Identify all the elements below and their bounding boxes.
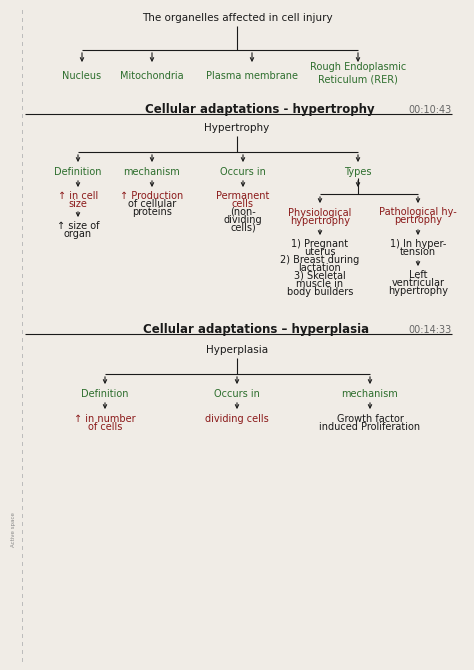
- Text: of cells: of cells: [88, 422, 122, 432]
- Text: pertrophy: pertrophy: [394, 215, 442, 225]
- Text: cells: cells: [232, 199, 254, 209]
- Text: ventricular: ventricular: [392, 278, 445, 288]
- Text: Cellular adaptations - hypertrophy: Cellular adaptations - hypertrophy: [145, 103, 374, 117]
- Text: Definition: Definition: [81, 389, 129, 399]
- Text: Nucleus: Nucleus: [63, 71, 101, 81]
- Text: lactation: lactation: [299, 263, 341, 273]
- Text: Rough Endoplasmic
Reticulum (RER): Rough Endoplasmic Reticulum (RER): [310, 62, 406, 84]
- Text: Cellular adaptations – hyperplasia: Cellular adaptations – hyperplasia: [143, 324, 369, 336]
- Text: Pathological hy-: Pathological hy-: [379, 207, 457, 217]
- Text: tension: tension: [400, 247, 436, 257]
- Text: dividing: dividing: [224, 215, 262, 225]
- Text: ↑ in number: ↑ in number: [74, 414, 136, 424]
- Text: Mitochondria: Mitochondria: [120, 71, 184, 81]
- Text: 00:14:33: 00:14:33: [409, 325, 452, 335]
- Text: Permanent: Permanent: [216, 191, 270, 201]
- Text: The organelles affected in cell injury: The organelles affected in cell injury: [142, 13, 332, 23]
- Text: hypertrophy: hypertrophy: [388, 286, 448, 296]
- Text: 3) Skeletal: 3) Skeletal: [294, 271, 346, 281]
- Text: cells): cells): [230, 223, 256, 233]
- Text: Occurs in: Occurs in: [214, 389, 260, 399]
- Text: size: size: [69, 199, 87, 209]
- Text: Definition: Definition: [54, 167, 102, 177]
- Text: Hyperplasia: Hyperplasia: [206, 345, 268, 355]
- Text: hypertrophy: hypertrophy: [290, 216, 350, 226]
- Text: Active space: Active space: [11, 513, 17, 547]
- Text: induced Proliferation: induced Proliferation: [319, 422, 420, 432]
- Text: Hypertrophy: Hypertrophy: [204, 123, 270, 133]
- Text: muscle in: muscle in: [296, 279, 344, 289]
- Text: ↑ in cell: ↑ in cell: [58, 191, 98, 201]
- Text: ↑ Production: ↑ Production: [120, 191, 183, 201]
- Text: dividing cells: dividing cells: [205, 414, 269, 424]
- Text: mechanism: mechanism: [124, 167, 181, 177]
- Text: (non-: (non-: [230, 207, 256, 217]
- Text: Plasma membrane: Plasma membrane: [206, 71, 298, 81]
- Text: Left: Left: [409, 270, 427, 280]
- Text: of cellular: of cellular: [128, 199, 176, 209]
- Text: mechanism: mechanism: [342, 389, 398, 399]
- Text: body builders: body builders: [287, 287, 353, 297]
- Text: 1) Pregnant: 1) Pregnant: [292, 239, 348, 249]
- Text: Occurs in: Occurs in: [220, 167, 266, 177]
- Text: Physiological: Physiological: [288, 208, 352, 218]
- Text: Growth factor: Growth factor: [337, 414, 403, 424]
- Text: organ: organ: [64, 229, 92, 239]
- Text: 00:10:43: 00:10:43: [409, 105, 452, 115]
- Text: 2) Breast during: 2) Breast during: [281, 255, 360, 265]
- Text: 1) In hyper-: 1) In hyper-: [390, 239, 446, 249]
- Text: Types: Types: [344, 167, 372, 177]
- Text: ↑ size of: ↑ size of: [57, 221, 99, 231]
- Text: uterus: uterus: [304, 247, 336, 257]
- Text: proteins: proteins: [132, 207, 172, 217]
